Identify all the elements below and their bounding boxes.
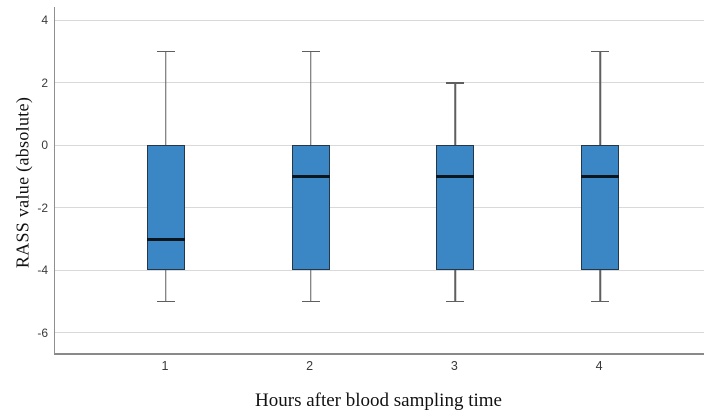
lower-whisker-line bbox=[165, 270, 167, 302]
y-tick-label: 4 bbox=[41, 13, 48, 28]
median-line bbox=[436, 175, 475, 178]
upper-whisker-cap bbox=[156, 50, 175, 53]
boxplot-box bbox=[581, 145, 620, 271]
box-whisker-group bbox=[581, 7, 620, 353]
lower-whisker-cap bbox=[446, 300, 465, 303]
plot-area bbox=[54, 7, 704, 355]
x-tick-label: 2 bbox=[306, 359, 314, 373]
median-line bbox=[291, 175, 330, 178]
gridline bbox=[55, 82, 704, 84]
y-axis-title: RASS value (absolute) bbox=[12, 96, 33, 269]
x-tick-label: 3 bbox=[450, 359, 458, 373]
upper-whisker-line bbox=[454, 82, 457, 146]
gridline bbox=[55, 19, 704, 21]
median-line bbox=[581, 175, 620, 178]
box-whisker-group bbox=[436, 7, 475, 353]
median-line bbox=[146, 237, 185, 241]
boxplot-box bbox=[436, 145, 475, 271]
boxplot-box bbox=[291, 145, 330, 271]
lower-whisker-cap bbox=[591, 300, 610, 303]
upper-whisker-line bbox=[599, 51, 601, 146]
x-tick-label: 4 bbox=[595, 359, 603, 373]
upper-whisker-cap bbox=[301, 50, 320, 53]
x-axis-title: Hours after blood sampling time bbox=[255, 390, 502, 411]
box-whisker-group bbox=[146, 7, 185, 353]
y-tick-label: -6 bbox=[37, 325, 48, 340]
gridline bbox=[55, 269, 704, 271]
upper-whisker-cap bbox=[591, 50, 610, 53]
lower-whisker-line bbox=[454, 270, 457, 302]
gridline bbox=[55, 144, 704, 146]
lower-whisker-cap bbox=[156, 300, 175, 303]
boxplot-box bbox=[146, 145, 185, 271]
upper-whisker-line bbox=[165, 51, 167, 146]
lower-whisker-line bbox=[599, 270, 601, 302]
x-tick-label: 1 bbox=[161, 359, 169, 373]
upper-whisker-line bbox=[309, 51, 312, 146]
box-whisker-group bbox=[291, 7, 330, 353]
gridline bbox=[55, 207, 704, 209]
lower-whisker-line bbox=[309, 270, 312, 302]
lower-whisker-cap bbox=[301, 300, 320, 303]
upper-whisker-cap bbox=[446, 82, 465, 84]
gridline bbox=[55, 332, 704, 334]
